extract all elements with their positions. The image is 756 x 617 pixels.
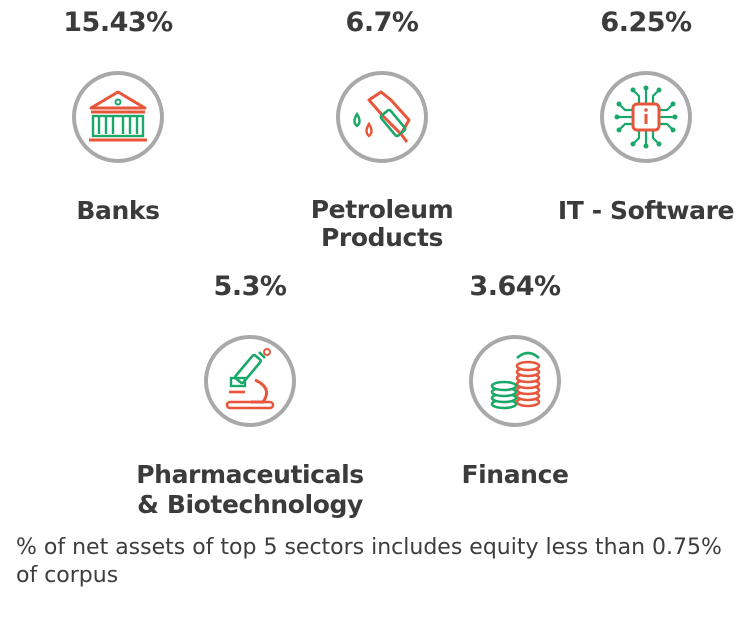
sector-percent: 6.7% [345, 7, 419, 38]
sector-percent: 3.64% [469, 271, 561, 302]
sector-percent: 6.25% [600, 7, 692, 38]
chip-icon [599, 70, 693, 164]
microscope-icon [203, 334, 297, 428]
coins-icon [468, 334, 562, 428]
sector-name: Banks [76, 196, 160, 225]
sector-name: Finance [461, 460, 569, 489]
sector-name: Pharmaceuticals & Biotechnology [136, 460, 364, 519]
sector-name: IT - Software [557, 196, 735, 225]
fuel-nozzle-icon [335, 70, 429, 164]
sector-name: Petroleum Products [310, 195, 454, 252]
sector-percent: 15.43% [63, 7, 173, 38]
footnote: % of net assets of top 5 sectors include… [16, 535, 722, 588]
sector-percent: 5.3% [213, 271, 287, 302]
bank-icon [71, 70, 165, 164]
